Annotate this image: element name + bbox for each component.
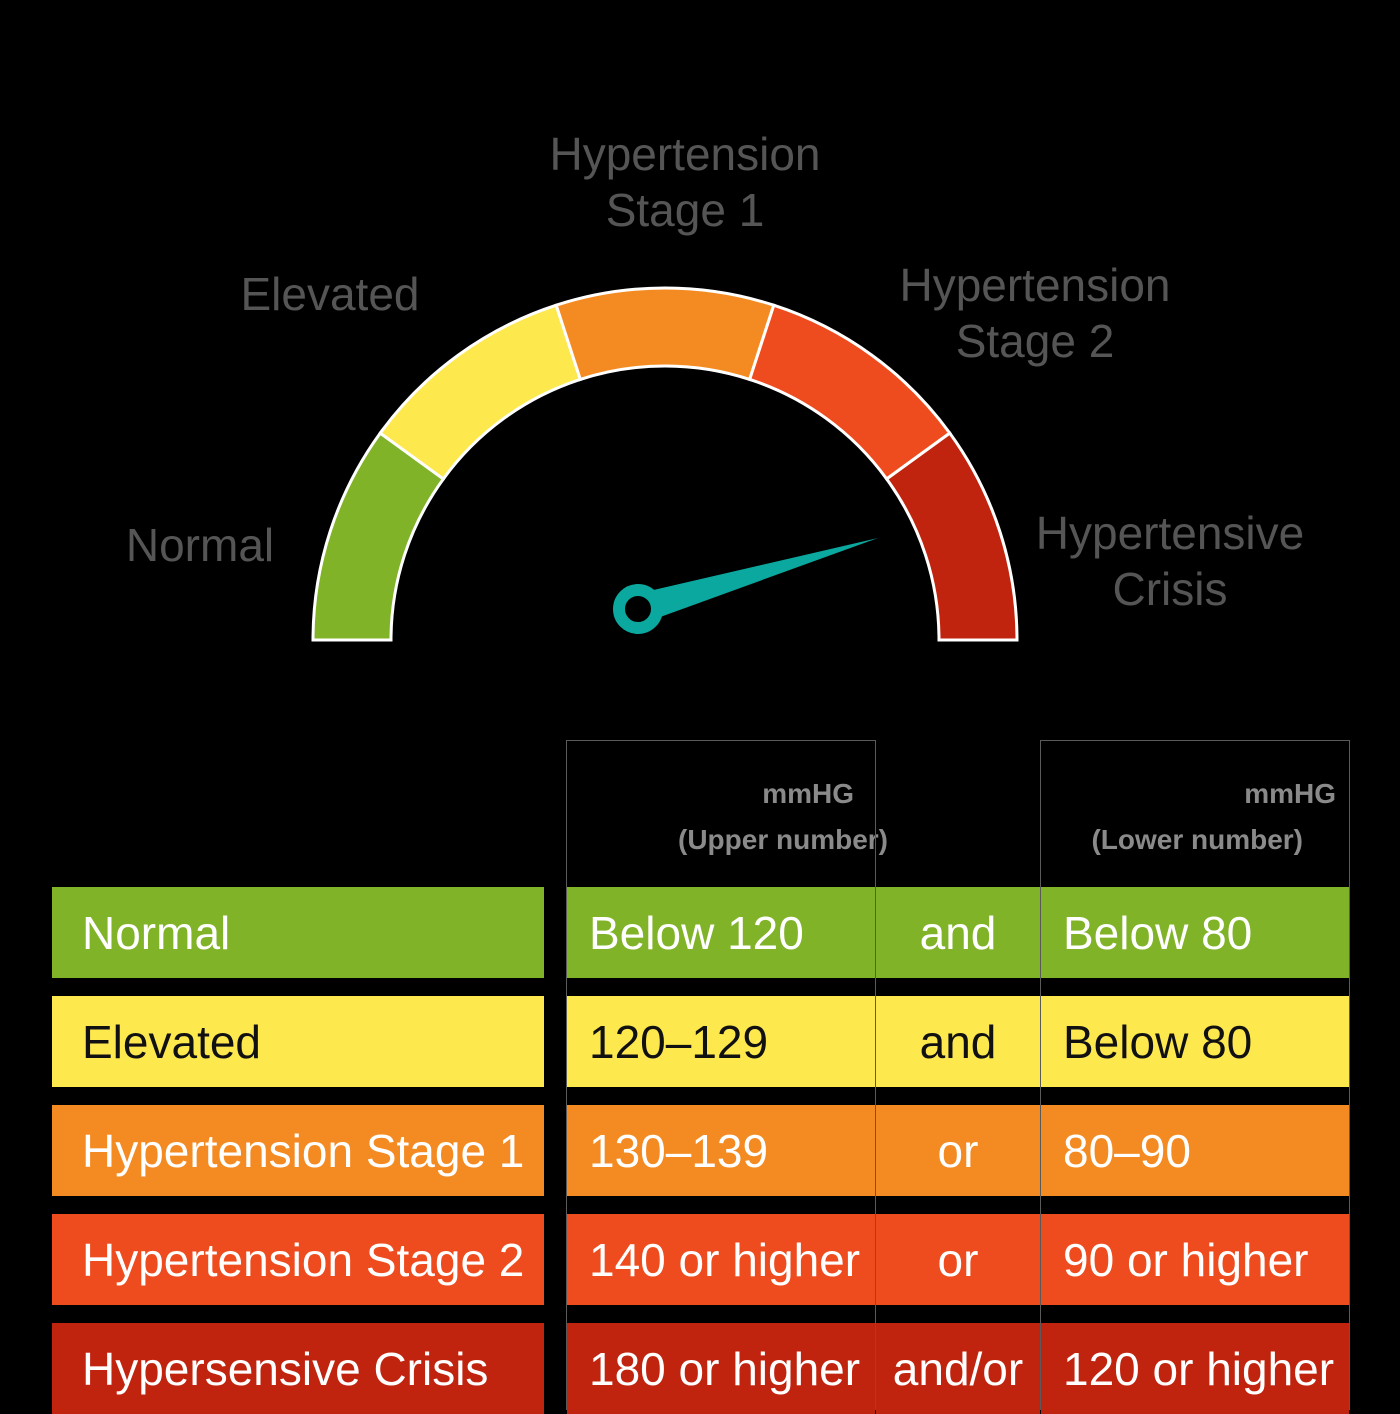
table-row: Elevated 120–129 and Below 80 (0, 996, 1400, 1087)
operator-cell: and/or (876, 1323, 1040, 1414)
gauge-label-stage2-line1: Hypertension (899, 259, 1170, 311)
gauge-label-normal: Normal (126, 519, 274, 571)
upper-value-cell: 130–139 (567, 1105, 875, 1196)
lower-value-cell: Below 80 (1041, 887, 1349, 978)
gauge-arc (311, 286, 1019, 642)
lower-unit: mmHG (1244, 778, 1336, 809)
upper-value-cell: Below 120 (567, 887, 875, 978)
gauge-label-stage1-line1: Hypertension (549, 128, 820, 180)
gauge-segment-elevated (378, 303, 583, 482)
lower-value-cell: Below 80 (1041, 996, 1349, 1087)
table-row: Normal Below 120 and Below 80 (0, 887, 1400, 978)
gauge-label-elevated: Elevated (240, 268, 419, 320)
table-row: Hypersensive Crisis 180 or higher and/or 12… (0, 1323, 1400, 1414)
category-cell: Hypertension Stage 2 (52, 1214, 544, 1305)
gauge-segment-crisis (884, 431, 1019, 642)
lower-label: (Lower number) (1091, 824, 1303, 855)
blood-pressure-gauge: Normal Elevated Hypertension Stage 1 Hyp… (126, 128, 1304, 642)
upper-label: (Upper number) (678, 824, 888, 855)
upper-value-cell: 180 or higher (567, 1323, 875, 1414)
gauge-needle (613, 538, 878, 634)
category-cell: Hypertension Stage 1 (52, 1105, 544, 1196)
column-divider (875, 740, 876, 1410)
gauge-label-stage1-line2: Stage 1 (606, 184, 765, 236)
gauge-label-crisis-line2: Crisis (1113, 563, 1228, 615)
lower-value-cell: 80–90 (1041, 1105, 1349, 1196)
table-row: Hypertension Stage 1 130–139 or 80–90 (0, 1105, 1400, 1196)
column-divider (1040, 740, 1041, 1410)
table-row: Hypertension Stage 2 140 or higher or 90 or… (0, 1214, 1400, 1305)
operator-cell: or (876, 1105, 1040, 1196)
gauge-label-stage2-line2: Stage 2 (956, 315, 1115, 367)
operator-cell: or (876, 1214, 1040, 1305)
category-cell: Hypersensive Crisis (52, 1323, 544, 1414)
operator-cell: and (876, 996, 1040, 1087)
category-cell: Normal (52, 887, 544, 978)
gauge-label-crisis-line1: Hypertensive (1036, 507, 1304, 559)
category-cell: Elevated (52, 996, 544, 1087)
lower-value-cell: 120 or higher (1041, 1323, 1349, 1414)
needle-hub (613, 584, 663, 634)
lower-value-cell: 90 or higher (1041, 1214, 1349, 1305)
operator-cell: and (876, 887, 1040, 978)
upper-value-cell: 140 or higher (567, 1214, 875, 1305)
gauge-segment-stage2 (747, 303, 952, 482)
upper-unit: mmHG (762, 778, 854, 809)
upper-value-cell: 120–129 (567, 996, 875, 1087)
gauge-segment-stage1 (554, 286, 776, 382)
